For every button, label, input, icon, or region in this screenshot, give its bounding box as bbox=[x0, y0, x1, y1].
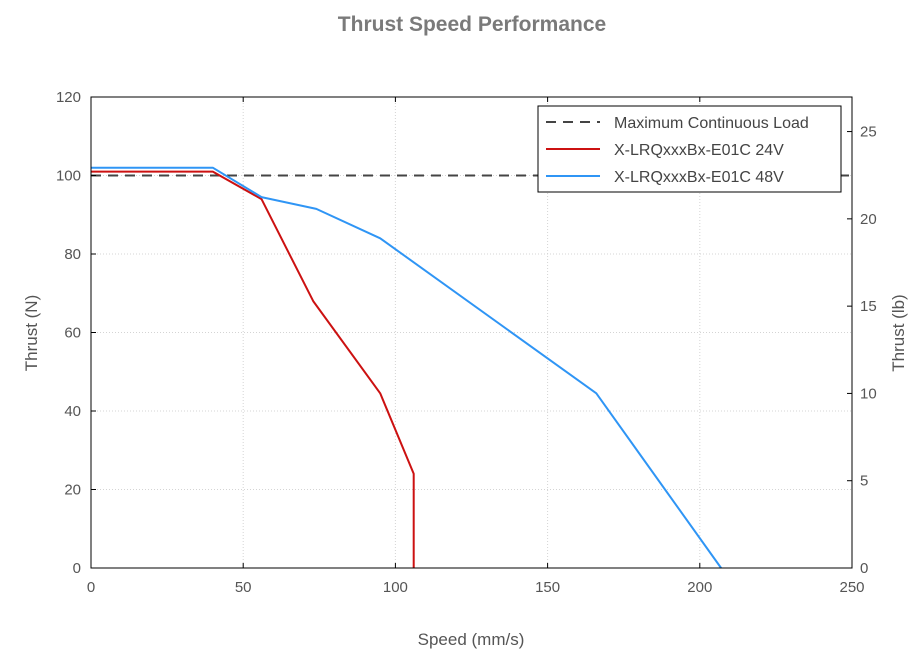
y-tick-label-right: 0 bbox=[860, 560, 868, 577]
x-tick-label: 200 bbox=[687, 579, 712, 596]
y-tick-label: 100 bbox=[56, 168, 81, 185]
legend: Maximum Continuous Load X-LRQxxxBx-E01C … bbox=[537, 105, 842, 193]
y-axis-label: Thrust (N) bbox=[22, 295, 41, 372]
y-tick-label: 80 bbox=[64, 246, 81, 263]
legend-label-24v: X-LRQxxxBx-E01C 24V bbox=[614, 142, 784, 159]
x-tick-label: 150 bbox=[535, 579, 560, 596]
series-line-2 bbox=[91, 166, 722, 569]
ticks: 0 50 100 150 200 250 0 20 40 60 80 100 120 0 5 10 15 20 25 bbox=[56, 89, 877, 596]
y-tick-label-right: 25 bbox=[860, 124, 877, 141]
y-tick-label: 20 bbox=[64, 482, 81, 499]
series-line-1 bbox=[91, 170, 415, 568]
x-axis-label: Speed (mm/s) bbox=[418, 630, 525, 649]
y-tick-label: 120 bbox=[56, 89, 81, 106]
legend-label-max-load: Maximum Continuous Load bbox=[614, 115, 809, 132]
x-tick-label: 250 bbox=[839, 579, 864, 596]
x-tick-label: 50 bbox=[235, 579, 252, 596]
y-tick-label: 60 bbox=[64, 325, 81, 342]
y-tick-label-right: 5 bbox=[860, 473, 868, 490]
y-tick-label: 0 bbox=[73, 560, 81, 577]
legend-label-48v: X-LRQxxxBx-E01C 48V bbox=[614, 169, 784, 186]
chart-title: Thrust Speed Performance bbox=[338, 13, 606, 36]
y-axis-label-right: Thrust (lb) bbox=[889, 294, 908, 371]
y-tick-label-right: 10 bbox=[860, 385, 877, 402]
series-lines bbox=[91, 166, 852, 569]
y-tick-label-right: 20 bbox=[860, 211, 877, 228]
x-tick-label: 100 bbox=[383, 579, 408, 596]
y-tick-label-right: 15 bbox=[860, 298, 877, 315]
y-tick-label: 40 bbox=[64, 403, 81, 420]
x-tick-label: 0 bbox=[87, 579, 95, 596]
